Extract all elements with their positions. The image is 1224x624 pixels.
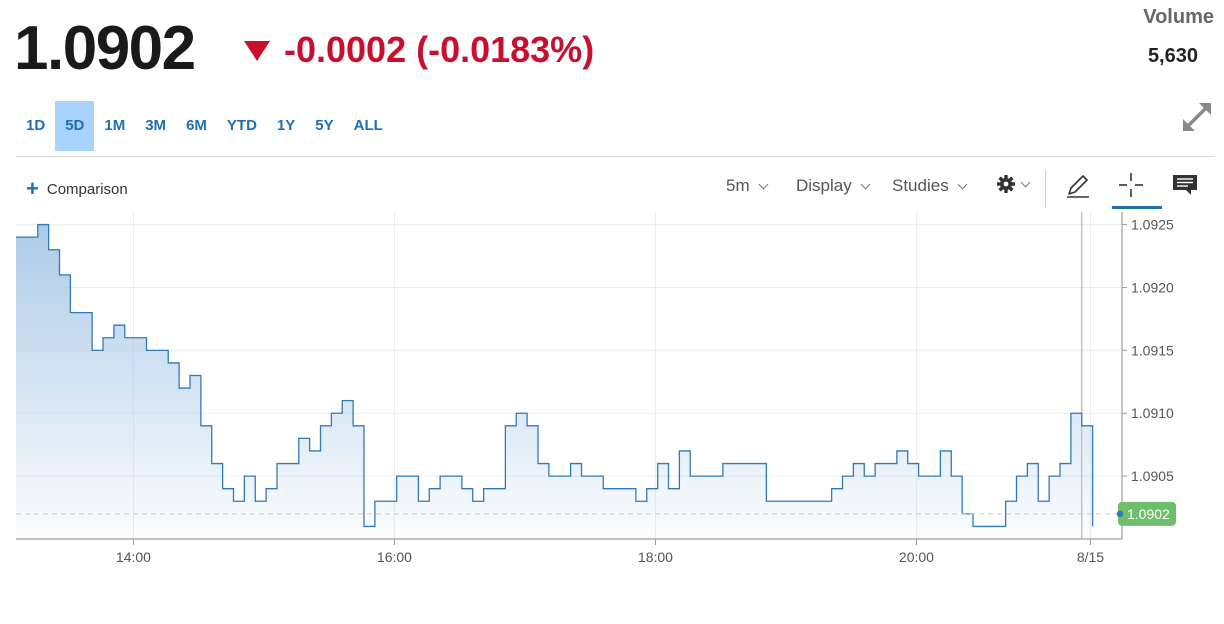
- comparison-button[interactable]: + Comparison: [26, 176, 128, 201]
- x-tick-label: 18:00: [638, 549, 673, 565]
- comparison-label: Comparison: [46, 180, 128, 198]
- y-axis: 1.0925 1.0920 1.0915 1.0910 1.0905: [1122, 217, 1174, 484]
- y-tick-label: 1.0910: [1131, 405, 1174, 421]
- price-line: [16, 223, 1094, 528]
- settings-dropdown[interactable]: [996, 174, 1031, 194]
- x-tick-label: 14:00: [116, 549, 151, 565]
- chevron-down-icon: [957, 179, 968, 189]
- last-value-label: 1.0902: [1127, 506, 1170, 522]
- chevron-down-icon: [1020, 177, 1031, 187]
- range-tab-5y[interactable]: 5Y: [315, 117, 334, 134]
- x-tick-label: 16:00: [377, 549, 412, 565]
- crosshair-icon[interactable]: [1116, 170, 1146, 200]
- x-tick-label: 20:00: [899, 549, 934, 565]
- range-tab-1d[interactable]: 1D: [26, 117, 46, 134]
- down-arrow-icon: [244, 41, 270, 61]
- last-value-marker: 1.0902: [16, 501, 1176, 526]
- range-tab-3m[interactable]: 3M: [145, 117, 167, 134]
- y-tick-label: 1.0920: [1131, 279, 1174, 295]
- last-price: 1.0902: [14, 14, 196, 83]
- crosshair-active-indicator: [1112, 206, 1162, 209]
- display-dropdown[interactable]: Display: [796, 176, 871, 196]
- comment-icon[interactable]: [1170, 170, 1200, 200]
- last-value-dot: [1116, 510, 1124, 518]
- volume-label: Volume: [1143, 6, 1214, 28]
- plus-icon: +: [26, 176, 39, 201]
- price-change: -0.0002 (-0.0183%): [244, 28, 594, 72]
- interval-dropdown[interactable]: 5m: [726, 176, 769, 196]
- x-tick-label: 8/15: [1077, 549, 1104, 565]
- toolbar-divider: [1045, 170, 1046, 208]
- y-tick-label: 1.0915: [1131, 342, 1174, 358]
- x-axis: 14:00 16:00 18:00 20:00 8/15: [116, 539, 1104, 565]
- range-tab-6m[interactable]: 6M: [186, 117, 207, 134]
- y-tick-label: 1.0905: [1131, 468, 1174, 484]
- price-area: [16, 224, 1093, 540]
- chart-axes: [16, 212, 1123, 540]
- chevron-down-icon: [758, 179, 769, 189]
- price-chart[interactable]: 1.0925 1.0920 1.0915 1.0910 1.0905 14:00 16:0…: [0, 212, 1224, 572]
- range-tab-ytd[interactable]: YTD: [226, 117, 257, 134]
- chevron-down-icon: [860, 179, 871, 189]
- range-tab-5d[interactable]: 5D: [55, 101, 95, 151]
- studies-label: Studies: [892, 176, 949, 195]
- interval-label: 5m: [726, 176, 750, 195]
- studies-dropdown[interactable]: Studies: [892, 176, 968, 196]
- last-value-badge: [1118, 501, 1176, 526]
- range-tab-1m[interactable]: 1M: [104, 117, 126, 134]
- range-tab-1y[interactable]: 1Y: [276, 117, 296, 134]
- range-tab-all[interactable]: ALL: [353, 117, 383, 134]
- range-tabs: 1D 5D 1M 3M 6M YTD 1Y 5Y ALL: [16, 101, 393, 151]
- volume-value: 5,630: [1147, 45, 1198, 67]
- price-change-value: -0.0002 (-0.0183%): [284, 29, 595, 70]
- expand-icon[interactable]: [1180, 100, 1214, 134]
- pencil-icon[interactable]: [1063, 170, 1093, 200]
- gear-icon: [997, 175, 1015, 193]
- header-divider: [16, 156, 1214, 157]
- display-label: Display: [796, 176, 852, 195]
- y-tick-label: 1.0925: [1131, 217, 1174, 233]
